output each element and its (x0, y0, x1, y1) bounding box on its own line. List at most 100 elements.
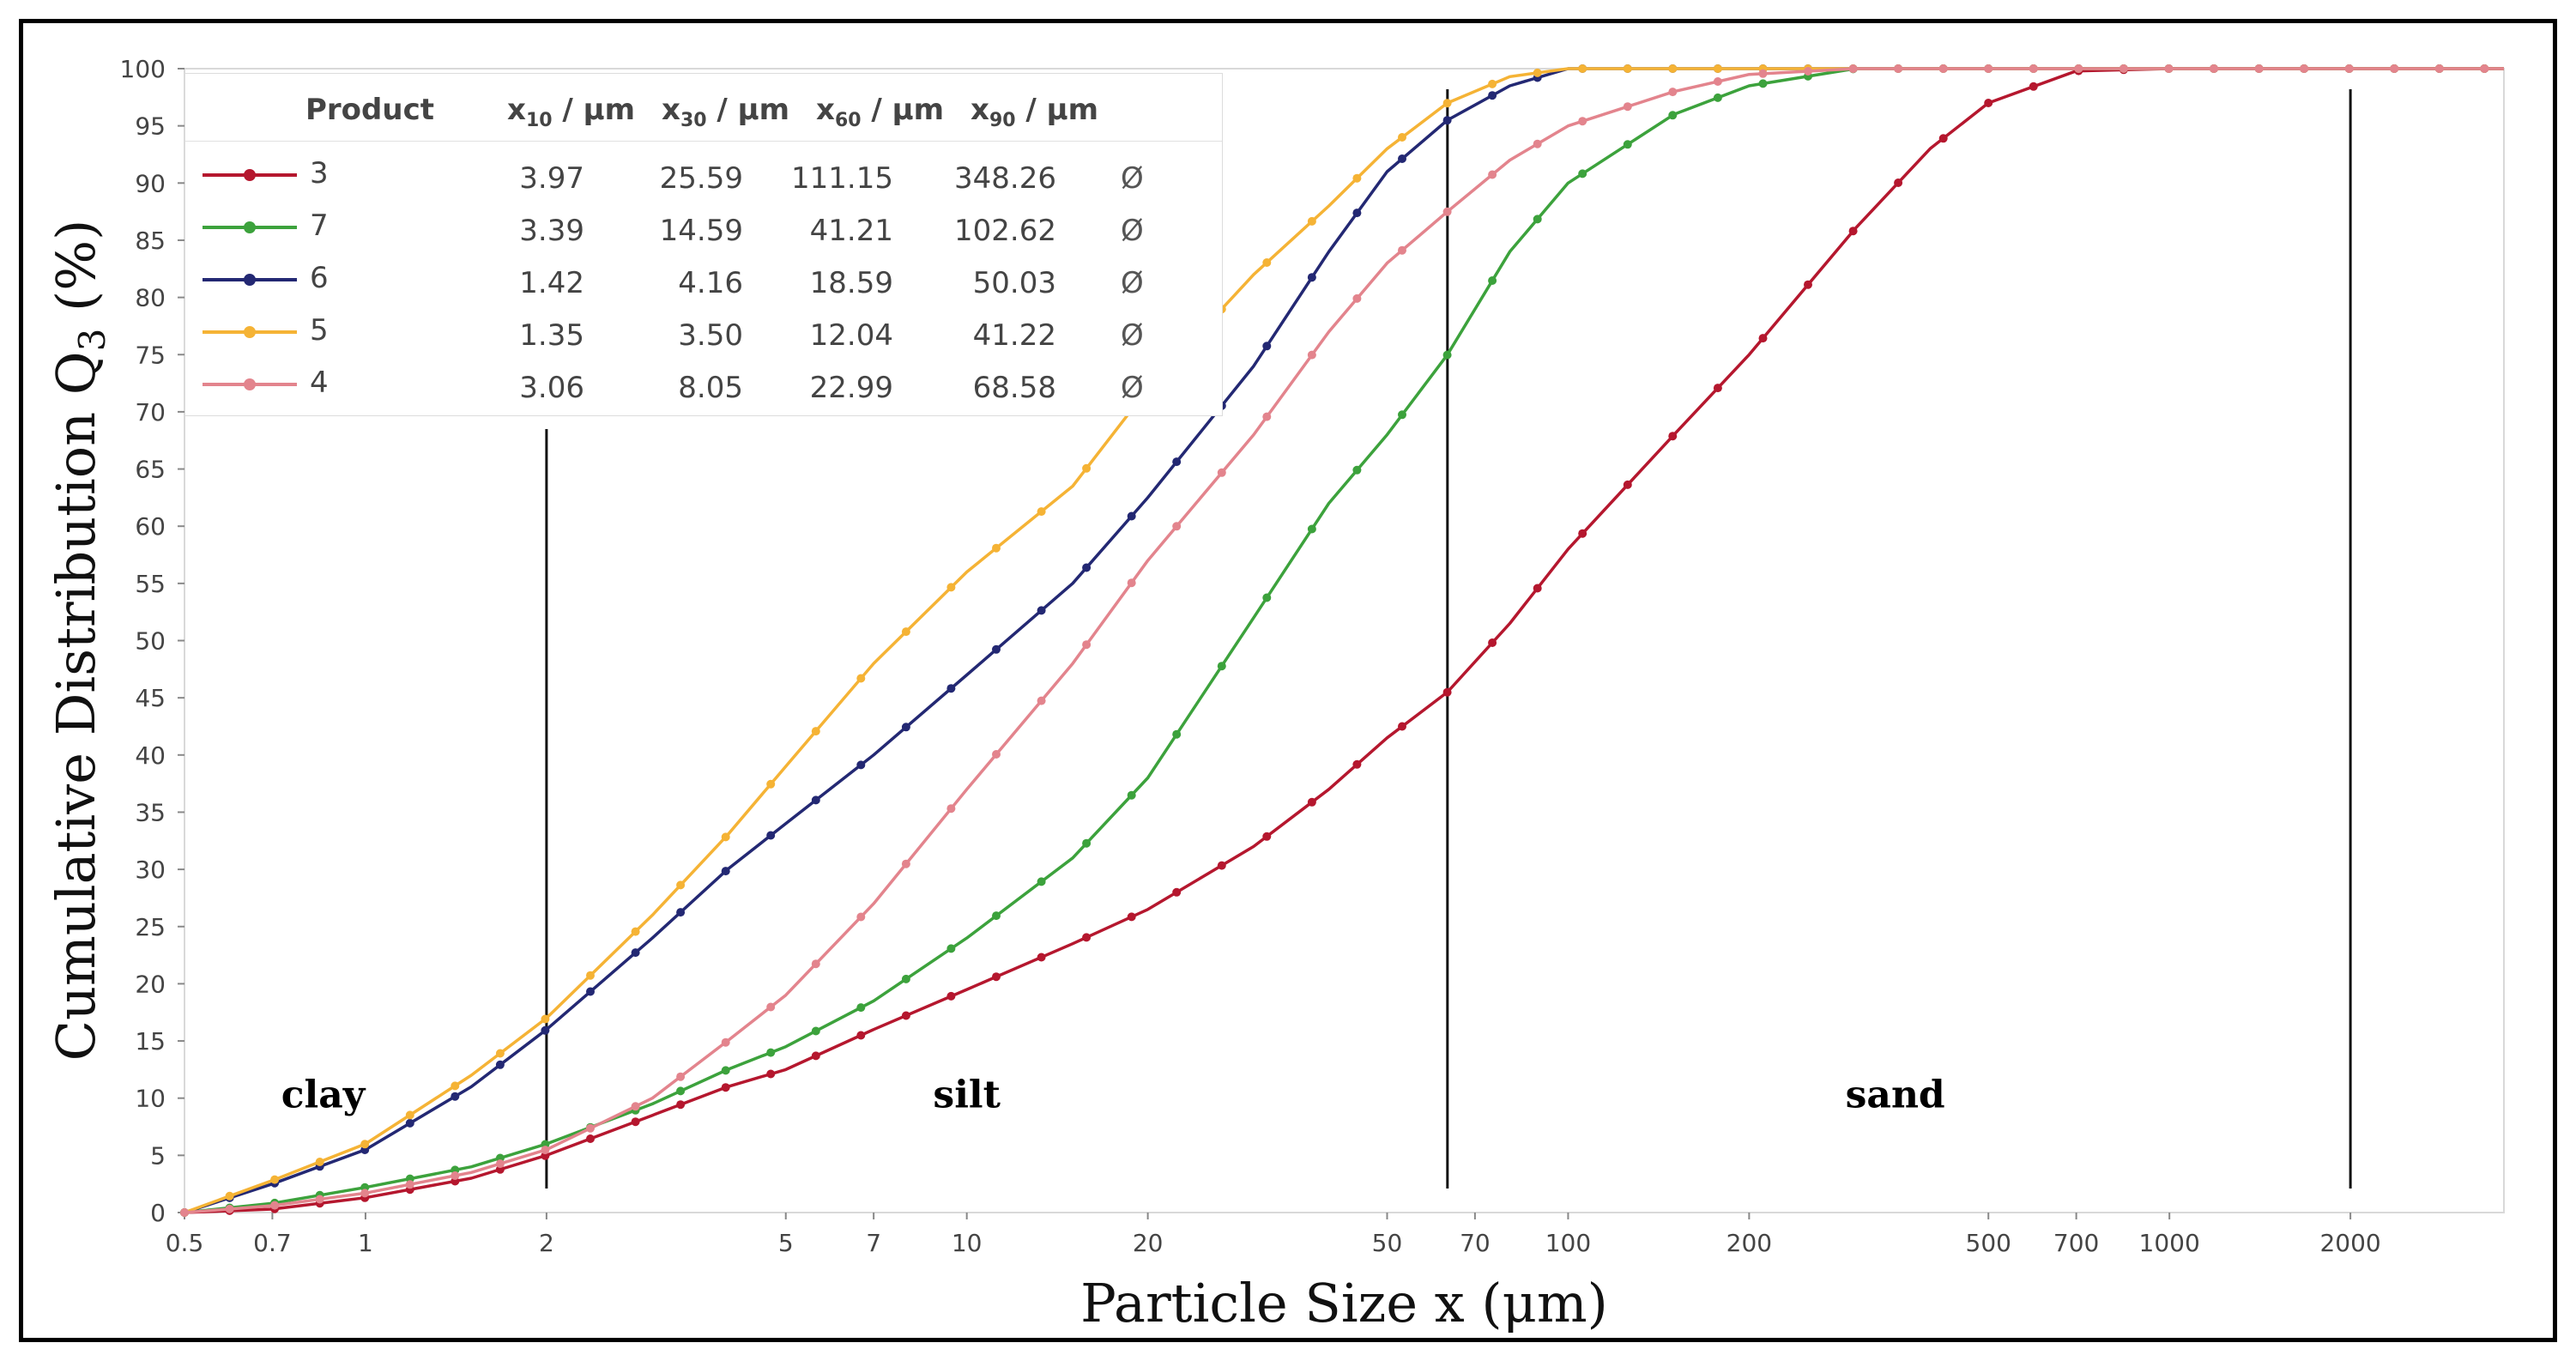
series-point-7 (766, 1048, 776, 1057)
legend-value-x90: 68.58 (972, 371, 1056, 405)
series-point-6 (1442, 116, 1452, 125)
series-point-4 (1848, 64, 1858, 74)
x-tick-label: 500 (1966, 1229, 2011, 1257)
y-axis-title: Cumulative Distribution Q3 (%) (45, 220, 113, 1062)
series-point-5 (1713, 64, 1722, 73)
legend-swatch-marker (244, 378, 256, 390)
x-tick-label: 100 (1545, 1229, 1591, 1257)
legend-swatch (203, 169, 297, 181)
series-point-6 (856, 760, 866, 770)
series-point-3 (1307, 797, 1316, 807)
series-point-7 (1442, 350, 1452, 360)
series-point-6 (992, 644, 1001, 654)
x-tick-label: 1000 (2139, 1229, 2200, 1257)
series-point-7 (946, 944, 956, 953)
series-point-4 (1804, 67, 1812, 76)
series-point-4 (360, 1189, 370, 1198)
series-point-4 (2254, 64, 2264, 73)
series-point-3 (1037, 953, 1046, 962)
y-tick-label: 10 (135, 1085, 166, 1113)
series-point-6 (450, 1092, 460, 1101)
legend-value-x10: 3.39 (519, 214, 584, 248)
y-tick-label: 75 (135, 341, 166, 369)
series-point-7 (811, 1026, 820, 1036)
series-point-3 (1172, 887, 1182, 897)
x-tick-label: 0.5 (166, 1229, 204, 1257)
series-point-4 (1938, 64, 1948, 73)
series-point-3 (1668, 432, 1678, 441)
series-line-4 (184, 67, 2504, 1214)
y-tick-label: 0 (150, 1199, 166, 1227)
legend-value-x10: 1.42 (519, 266, 584, 300)
y-tick-label: 85 (135, 227, 166, 255)
legend-row-6: 6 1.42 4.16 18.59 50.03 Ø (185, 257, 1222, 311)
y-tick-label: 65 (135, 456, 166, 484)
series-point-4 (1758, 69, 1768, 78)
series-point-6 (721, 867, 730, 876)
series-point-4 (2390, 64, 2399, 73)
series-point-7 (1713, 93, 1722, 102)
y-tick-label: 5 (150, 1141, 166, 1170)
legend-swatch (203, 221, 297, 233)
series-point-6 (586, 987, 595, 996)
series-point-4 (2300, 64, 2309, 73)
series-point-4 (2074, 64, 2083, 73)
legend-swatch-marker (244, 221, 256, 233)
x-tick-label: 1 (358, 1229, 373, 1257)
legend-row-3: 3 3.97 25.59 111.15 348.26 Ø (185, 153, 1222, 206)
x-tick-label: 5 (778, 1229, 794, 1257)
series-point-4 (586, 1123, 595, 1133)
series-point-7 (901, 974, 910, 983)
y-tick-label: 55 (135, 570, 166, 598)
series-point-4 (811, 959, 820, 969)
y-tick-label: 15 (135, 1027, 166, 1056)
series-point-3 (1713, 384, 1722, 393)
series-point-4 (1488, 170, 1497, 179)
series-point-4 (1623, 102, 1632, 112)
series-point-5 (721, 832, 730, 842)
series-point-6 (1262, 342, 1272, 351)
series-point-6 (901, 723, 910, 732)
series-point-7 (1533, 215, 1542, 224)
legend-symbol: Ø (1121, 161, 1144, 196)
legend-value-x90: 102.62 (954, 214, 1056, 248)
series-point-3 (1804, 280, 1812, 289)
legend-value-x10: 1.35 (519, 318, 584, 353)
series-point-4 (2210, 64, 2218, 73)
series-line-3 (184, 67, 2504, 1214)
series-point-7 (992, 911, 1001, 921)
y-tick-label: 90 (135, 169, 166, 197)
y-tick-label: 25 (135, 913, 166, 941)
legend-product-name: 6 (310, 261, 329, 295)
series-point-6 (1127, 511, 1136, 521)
series-point-4 (2029, 64, 2038, 73)
legend-header-x10: x10 / µm (507, 93, 636, 131)
series-point-7 (1578, 169, 1587, 178)
series-point-5 (631, 927, 640, 936)
legend-value-x60: 22.99 (809, 371, 893, 405)
series-point-7 (1488, 276, 1497, 285)
series-point-6 (1488, 91, 1497, 100)
x-tick-label: 20 (1133, 1229, 1164, 1257)
legend-row-5: 5 1.35 3.50 12.04 41.22 Ø (185, 310, 1222, 363)
legend-swatch-marker (244, 169, 256, 181)
series-point-3 (1894, 178, 1903, 187)
legend-value-x60: 41.21 (809, 214, 893, 248)
series-point-5 (495, 1049, 505, 1058)
series-point-5 (766, 779, 776, 789)
x-tick-label: 0.7 (253, 1229, 292, 1257)
legend-symbol: Ø (1121, 214, 1144, 248)
series-point-5 (1262, 258, 1272, 267)
legend-product-name: 7 (310, 209, 329, 243)
series-point-7 (1172, 729, 1182, 739)
region-label-clay: clay (281, 1073, 366, 1116)
series-point-7 (1262, 593, 1272, 602)
series-point-4 (1894, 64, 1903, 73)
legend-header-x30: x30 / µm (662, 93, 790, 131)
series-point-4 (1442, 207, 1452, 216)
series-point-6 (1352, 209, 1362, 218)
x-tick-label: 200 (1726, 1229, 1772, 1257)
series-point-4 (901, 859, 910, 868)
region-label-sand: sand (1846, 1073, 1945, 1116)
